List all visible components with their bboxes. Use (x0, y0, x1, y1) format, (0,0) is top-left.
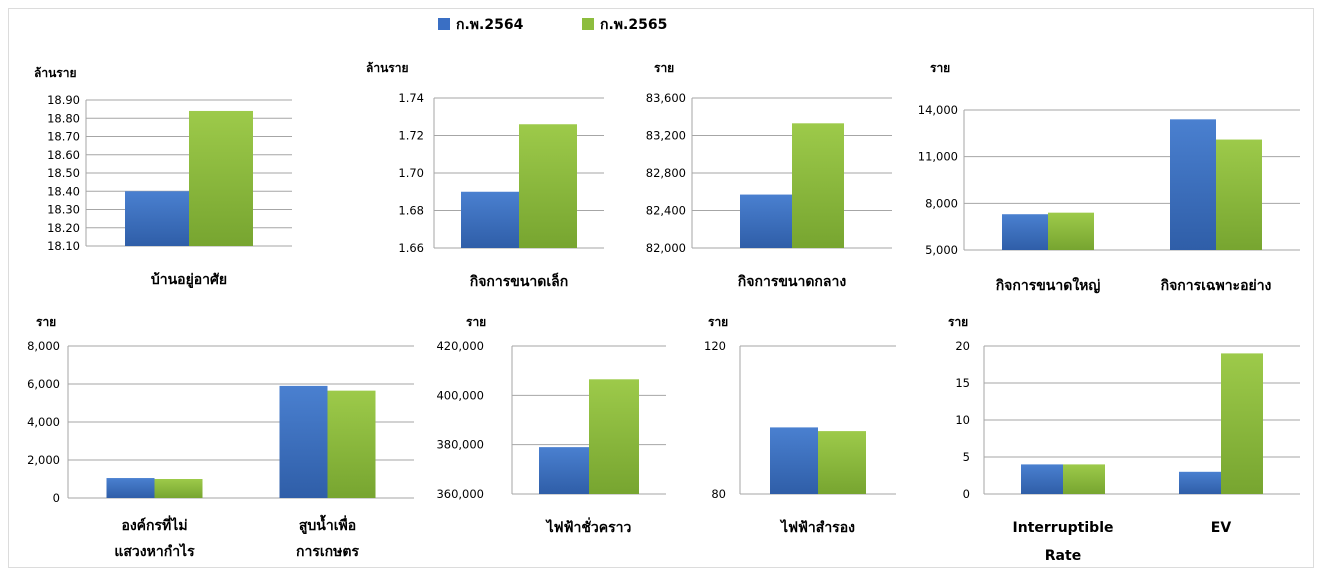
category-label: แสวงหากำไร (114, 542, 195, 560)
y-tick-label: 400,000 (436, 388, 484, 402)
category-label: ไฟฟ้าชั่วคราว (545, 517, 632, 536)
y-tick-label: 1.74 (398, 91, 424, 105)
unit-label: ล้านราย (366, 61, 409, 75)
category-label: กิจการเฉพาะอย่าง (1160, 278, 1271, 294)
legend-swatch-2565 (582, 18, 594, 30)
bar-2565 (589, 379, 639, 494)
y-tick-label: 420,000 (436, 339, 484, 353)
category-label: Interruptible (1013, 520, 1114, 536)
y-tick-label: 80 (711, 487, 726, 501)
y-tick-label: 83,200 (646, 129, 686, 143)
bar-2565 (327, 390, 376, 498)
y-tick-label: 18.20 (47, 221, 80, 235)
y-tick-label: 18.50 (47, 166, 80, 180)
bar-2565 (189, 110, 253, 246)
y-tick-label: 1.66 (398, 241, 424, 255)
category-label: บ้านอยู่อาศัย (151, 272, 227, 288)
bar-2564 (279, 385, 328, 498)
category-label: องค์กรที่ไม่ (121, 515, 187, 534)
category-label: กิจการขนาดเล็ก (469, 272, 568, 290)
bar-2564 (106, 478, 155, 498)
unit-label: ราย (930, 61, 950, 75)
y-tick-label: 82,800 (646, 166, 686, 180)
y-tick-label: 5 (963, 450, 970, 464)
y-tick-label: 10 (955, 413, 970, 427)
category-label: ไฟฟ้าสำรอง (779, 518, 855, 536)
unit-label: ราย (466, 315, 486, 329)
y-tick-label: 82,000 (646, 241, 686, 255)
y-tick-label: 1.68 (398, 204, 424, 218)
bar-2564 (740, 194, 792, 248)
y-tick-label: 18.60 (47, 148, 80, 162)
bar-2565 (818, 431, 866, 494)
bar-2564 (1002, 214, 1048, 250)
bar-2565 (792, 123, 844, 248)
bar-2565 (154, 479, 203, 498)
legend-item-2564: ก.พ.2564 (438, 14, 523, 36)
legend-label-2565: ก.พ.2565 (600, 17, 668, 33)
legend-swatch-2564 (438, 18, 450, 30)
unit-label: ราย (708, 315, 728, 329)
unit-label: ราย (654, 61, 674, 75)
category-label: EV (1211, 520, 1232, 536)
unit-label: ราย (36, 315, 56, 329)
y-tick-label: 6,000 (27, 377, 60, 391)
y-tick-label: 0 (963, 487, 970, 501)
y-tick-label: 8,000 (27, 339, 60, 353)
y-tick-label: 18.90 (47, 93, 80, 107)
bar-2564 (1170, 119, 1216, 250)
bar-2564 (1179, 471, 1221, 494)
y-tick-label: 5,000 (925, 243, 958, 257)
bar-2564 (125, 191, 189, 246)
y-tick-label: 82,400 (646, 204, 686, 218)
y-tick-label: 11,000 (918, 150, 958, 164)
y-tick-label: 18.70 (47, 130, 80, 144)
y-tick-label: 1.70 (398, 166, 424, 180)
category-label: กิจการขนาดกลาง (737, 274, 846, 290)
y-tick-label: 14,000 (918, 103, 958, 117)
unit-label: ราย (948, 315, 968, 329)
y-tick-label: 18.80 (47, 111, 80, 125)
y-tick-label: 8,000 (925, 196, 958, 210)
chart-frame (8, 8, 1314, 568)
y-tick-label: 1.72 (398, 129, 424, 143)
bar-2564 (539, 447, 589, 494)
bar-2565 (1048, 212, 1094, 250)
bar-2565 (519, 124, 577, 248)
unit-label: ล้านราย (34, 66, 77, 80)
y-tick-label: 120 (704, 339, 726, 353)
y-tick-label: 0 (53, 491, 60, 505)
category-label: การเกษตร (296, 544, 359, 560)
category-label: สูบน้ำเพื่อ (299, 514, 356, 534)
bar-2564 (461, 191, 519, 248)
bar-2565 (1063, 464, 1105, 494)
category-label: Rate (1045, 548, 1081, 564)
y-tick-label: 18.40 (47, 184, 80, 198)
bar-2565 (1216, 139, 1262, 250)
y-tick-label: 2,000 (27, 453, 60, 467)
bar-2565 (1221, 353, 1263, 494)
category-label: กิจการขนาดใหญ่ (995, 276, 1100, 294)
y-tick-label: 4,000 (27, 415, 60, 429)
bar-2564 (770, 427, 818, 494)
y-tick-label: 15 (955, 376, 970, 390)
legend-label-2564: ก.พ.2564 (456, 17, 524, 33)
y-tick-label: 18.30 (47, 203, 80, 217)
y-tick-label: 20 (955, 339, 970, 353)
y-tick-label: 83,600 (646, 91, 686, 105)
legend-item-2565: ก.พ.2565 (582, 14, 667, 36)
y-tick-label: 380,000 (436, 438, 484, 452)
y-tick-label: 18.10 (47, 239, 80, 253)
bar-2564 (1021, 464, 1063, 494)
y-tick-label: 360,000 (436, 487, 484, 501)
